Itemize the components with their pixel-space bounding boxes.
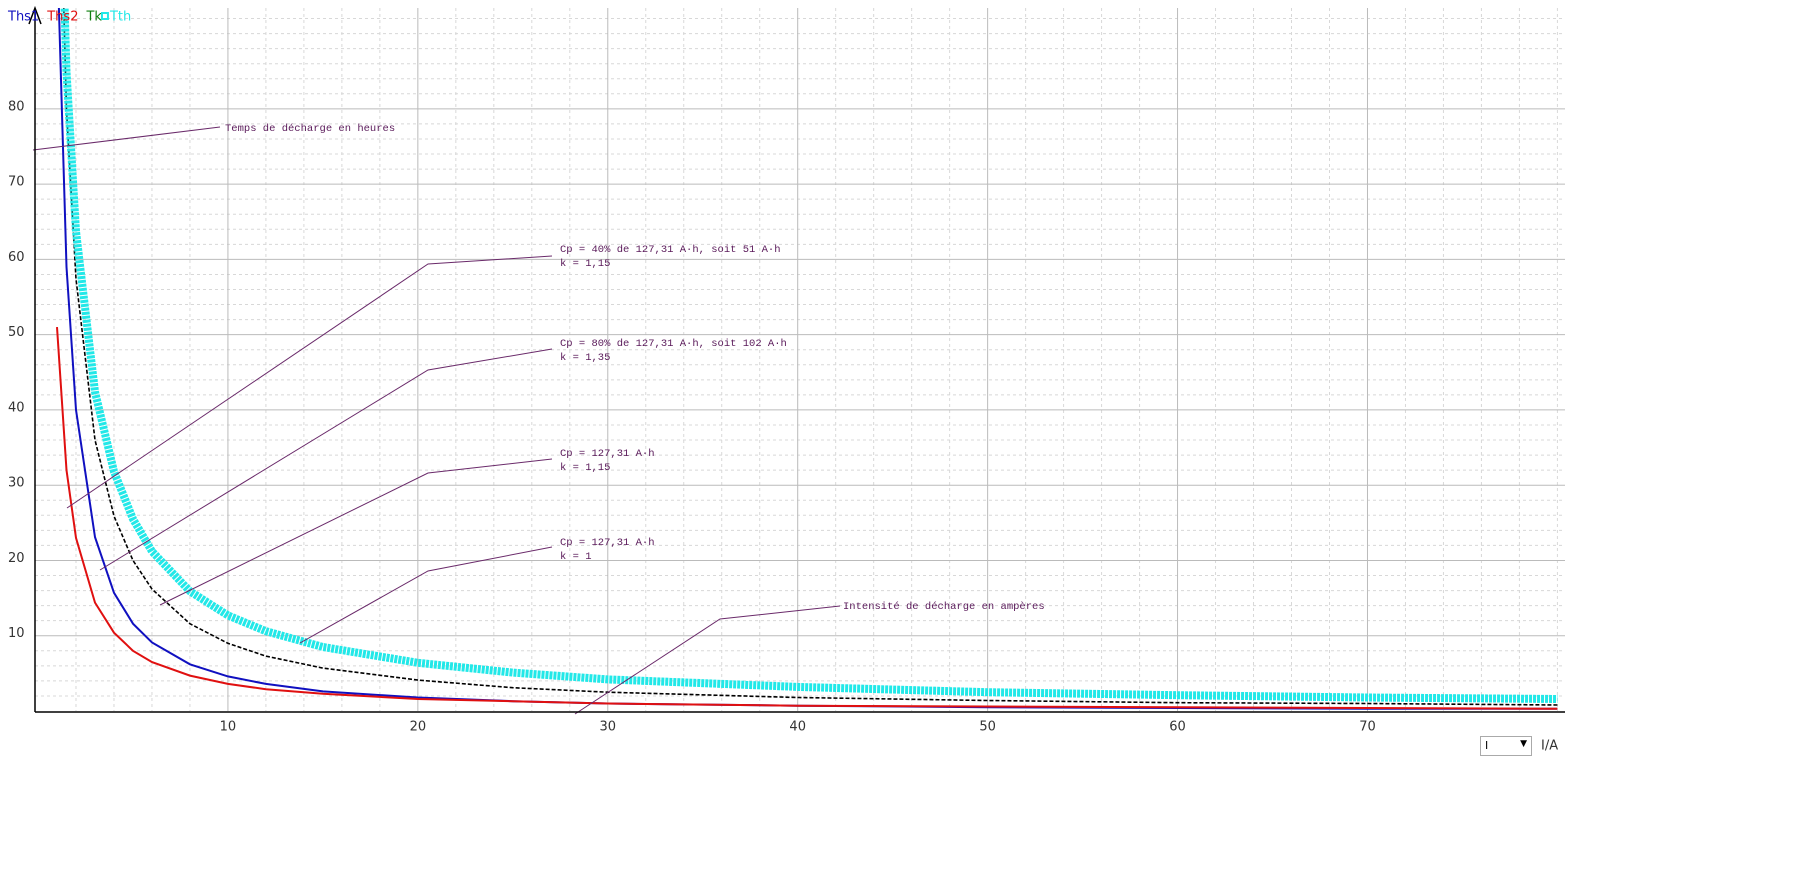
annotation: Cp = 127,31 A·h: [560, 448, 655, 460]
annotation: Temps de décharge en heures: [225, 123, 395, 135]
legend-label: Tk: [85, 10, 102, 25]
legend: Ths1 Ths2 Tk Tth: [7, 10, 131, 25]
curves: [56, 8, 1558, 710]
annotation: k = 1,15: [560, 462, 610, 474]
annotation: k = 1,35: [560, 352, 610, 364]
y-tick-label: 80: [8, 99, 25, 114]
legend-label: Ths2: [46, 10, 78, 25]
y-tick-label: 30: [8, 476, 25, 491]
leader-line: [99, 348, 553, 571]
selector[interactable]: I ▼: [1480, 736, 1532, 756]
y-tick-label: 50: [8, 325, 25, 340]
dropdown-arrow[interactable]: ▼: [1520, 739, 1527, 749]
x-tick-label: 30: [600, 720, 617, 735]
y-tick-label: 70: [8, 175, 25, 190]
x-tick-label: 10: [220, 720, 237, 735]
x-tick-label: 20: [410, 720, 427, 735]
y-tick-label: 60: [8, 250, 25, 265]
annotations: Temps de décharge en heures Cp = 40% de 1…: [32, 123, 1045, 715]
annotation: Cp = 80% de 127,31 A·h, soit 102 A·h: [560, 338, 787, 350]
y-tick-label: 10: [8, 626, 25, 641]
annotation: k = 1,15: [560, 258, 610, 270]
leader-line: [299, 546, 553, 644]
x-tick-label: 60: [1169, 720, 1186, 735]
legend-marker: [100, 12, 109, 20]
x-axis-label: I/A: [1541, 739, 1558, 754]
x-tick-label: 70: [1359, 720, 1376, 735]
annotation: k = 1: [560, 551, 592, 563]
legend-label: Tth: [109, 10, 131, 25]
leader-line: [159, 458, 553, 606]
leader-line: [32, 126, 221, 151]
leader-line: [66, 255, 553, 509]
series-line: [56, 327, 1558, 710]
grid: [35, 8, 1565, 711]
x-tick-label: 50: [979, 720, 996, 735]
series-line: [60, 8, 1558, 703]
leader-line: [574, 605, 841, 715]
legend-label: Ths1: [7, 10, 39, 25]
y-tick-label: 40: [8, 400, 25, 415]
y-axis-arrow: [28, 5, 42, 25]
selector-value: I: [1485, 739, 1489, 752]
annotation: Cp = 40% de 127,31 A·h, soit 51 A·h: [560, 244, 781, 256]
annotation: Intensité de décharge en ampères: [843, 601, 1045, 613]
annotation: Cp = 127,31 A·h: [560, 537, 655, 549]
y-tick-label: 20: [8, 551, 25, 566]
x-tick-label: 40: [789, 720, 806, 735]
